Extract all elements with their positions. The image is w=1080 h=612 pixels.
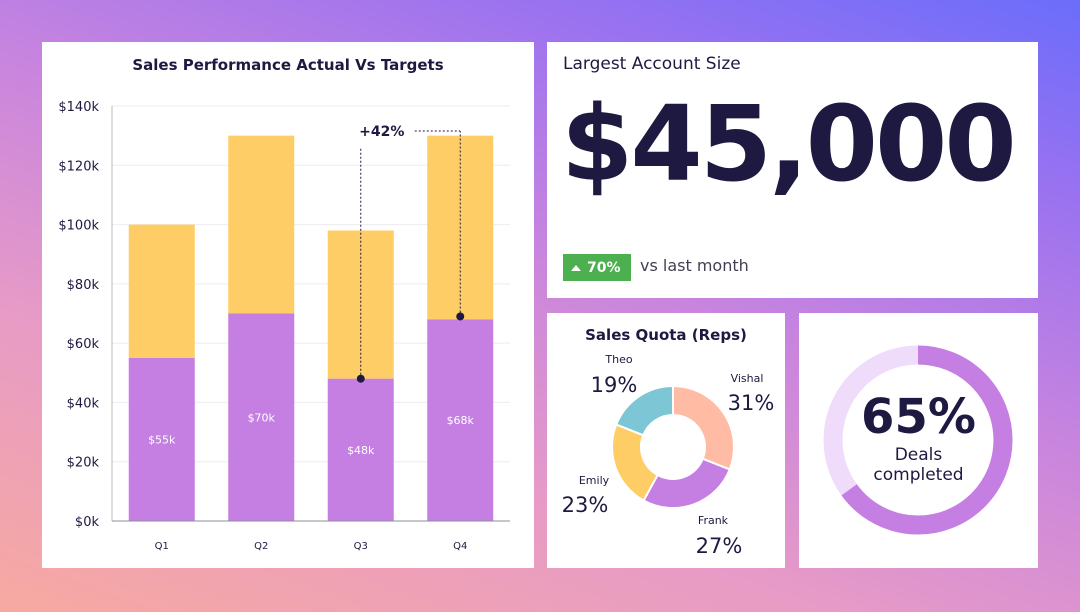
donut-slice-percent: 19%: [591, 373, 638, 397]
y-tick-label: $60k: [67, 337, 100, 352]
y-tick-label: $120k: [58, 159, 99, 174]
compare-label: vs last month: [640, 256, 749, 275]
bar-actual-q1: [128, 357, 195, 521]
account-label: Largest Account Size: [563, 54, 741, 74]
bar-chart-title: Sales Performance Actual Vs Targets: [132, 56, 444, 74]
gauge-chart: [823, 345, 1013, 535]
x-tick-label: Q1: [155, 541, 169, 552]
change-badge: 70%: [563, 254, 631, 281]
annotation-dot-start: [356, 374, 365, 383]
change-value: 70%: [587, 259, 621, 276]
donut-slice-vishal: [672, 384, 735, 471]
gauge-label-line1: Deals: [894, 445, 943, 465]
gauge-value: 65%: [861, 389, 976, 445]
y-tick-label: $40k: [67, 396, 100, 411]
bar-value-label: $55k: [148, 433, 176, 446]
up-arrow-icon: [571, 264, 581, 271]
bar-actual-q4: [427, 319, 494, 521]
y-tick-label: $0k: [75, 515, 100, 530]
y-tick-label: $100k: [58, 219, 99, 234]
donut-slice-name: Emily: [579, 474, 610, 487]
donut-chart-title: Sales Quota (Reps): [585, 326, 747, 344]
sales-quota-card: Sales Quota (Reps) Vishal 31% Frank 27% Emil…: [547, 313, 785, 568]
bar-value-label: $70k: [248, 411, 276, 424]
donut-slice-percent: 31%: [728, 391, 775, 415]
sales-performance-card: Sales Performance Actual Vs Targets $0k $…: [42, 42, 534, 568]
donut-slice-name: Frank: [698, 514, 729, 527]
donut-slice-name: Theo: [604, 353, 632, 366]
bar-value-label: $68k: [447, 414, 475, 427]
donut-slice-frank: [642, 457, 732, 509]
gauge-fill: [823, 345, 1013, 535]
x-tick-label: Q4: [453, 541, 467, 552]
largest-account-card: Largest Account Size $45,000 70% vs last…: [547, 42, 1038, 298]
x-tick-label: Q2: [254, 541, 268, 552]
bar-value-label: $48k: [347, 444, 375, 457]
bar-target-q2: [228, 135, 295, 314]
y-tick-label: $80k: [67, 278, 100, 293]
annotation-label: +42%: [359, 124, 404, 140]
annotation-dot-end: [456, 312, 465, 321]
donut-chart: Vishal 31% Frank 27% Emily 23% Theo 19%: [562, 353, 775, 558]
donut-slice-theo: [614, 384, 674, 437]
donut-slice-percent: 23%: [562, 493, 609, 517]
account-value: $45,000: [561, 83, 1017, 205]
x-tick-label: Q3: [354, 541, 368, 552]
bar-actual-q2: [228, 313, 295, 521]
y-tick-label: $20k: [67, 456, 100, 471]
donut-slice-emily: [611, 423, 659, 502]
gauge-label-line2: completed: [873, 465, 964, 485]
donut-slice-percent: 27%: [696, 534, 743, 558]
bar-target-q1: [128, 224, 195, 358]
y-tick-label: $140k: [58, 100, 99, 115]
donut-slice-name: Vishal: [731, 372, 764, 385]
bar-actual-q3: [327, 378, 394, 521]
bar-chart: $0k $20k $40k $60k $80k $100k $120k $140k $55k Q1…: [58, 100, 510, 552]
deals-completed-card: 65% Deals completed: [799, 313, 1038, 568]
